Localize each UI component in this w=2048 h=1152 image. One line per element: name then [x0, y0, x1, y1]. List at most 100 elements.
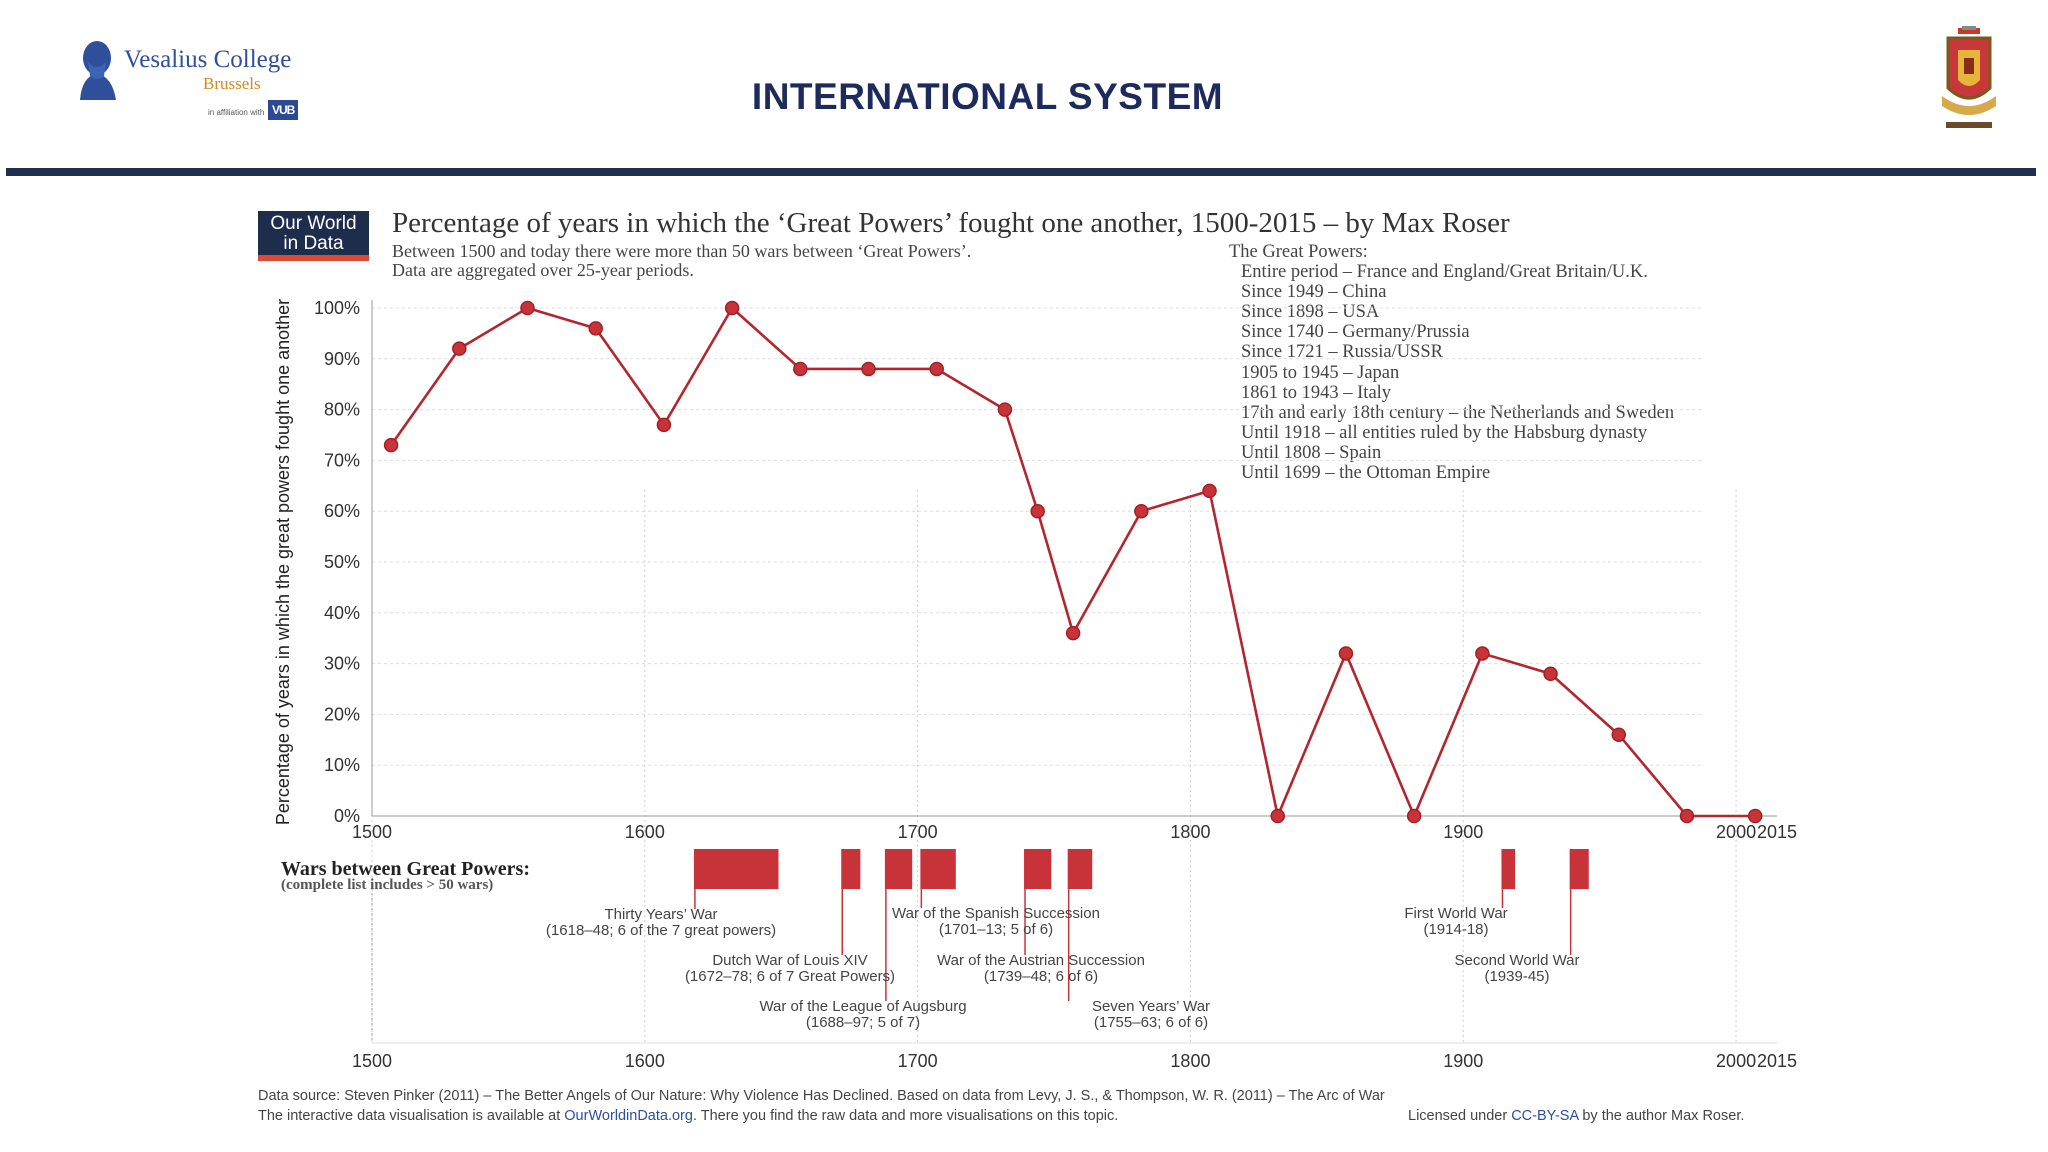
war-name: Seven Years’ War [1091, 998, 1211, 1015]
x-tick-label: 1500 [352, 822, 392, 842]
data-point [1679, 808, 1695, 824]
y-tick-label: 90% [324, 349, 360, 369]
data-point [656, 417, 672, 433]
data-point [1202, 483, 1217, 499]
war-label: Dutch War of Louis XIV (1672–78; 6 of 7 … [660, 953, 920, 985]
great-powers-item: Until 1808 – Spain [1241, 442, 1382, 463]
y-tick-label: 60% [324, 501, 360, 521]
great-powers-item: 1905 to 1945 – Japan [1241, 362, 1400, 383]
data-point [1475, 646, 1490, 661]
data-point [997, 402, 1013, 417]
vub-badge: VUB [268, 100, 299, 120]
y-tick-label: 0% [334, 806, 360, 826]
y-tick-label: 10% [324, 755, 360, 775]
x-tick-label-bottom: 1700 [898, 1051, 938, 1071]
y-tick-label: 40% [324, 603, 360, 623]
chart-subtitle: Between 1500 and today there were more t… [392, 242, 971, 280]
crest-icon [1942, 26, 1996, 128]
war-name: War of the Austrian Succession [937, 952, 1145, 969]
war-detail: (1914-18) [1423, 921, 1489, 938]
x-tick-label-bottom: 2015 [1757, 1051, 1797, 1071]
college-city: Brussels [203, 74, 261, 93]
war-bar [1024, 849, 1052, 889]
x-tick-label: 2015 [1757, 822, 1797, 842]
data-point [793, 361, 808, 377]
wars-heading: Wars between Great Powers: [281, 858, 531, 880]
war-detail: (1739–48; 6 of 6) [983, 968, 1099, 985]
war-detail: (1672–78; 6 of 7 Great Powers) [684, 968, 896, 985]
war-bar [841, 849, 861, 889]
great-powers-heading: The Great Powers: [1229, 242, 1368, 262]
footer-license-suffix: by the author Max Roser. [1578, 1108, 1745, 1124]
data-point [1747, 808, 1763, 824]
chart-subtitle-line: Data are aggregated over 25-year periods… [392, 260, 694, 280]
y-axis-label: Percentage of years in which the great p… [273, 299, 293, 825]
war-detail: (1755–63; 6 of 6) [1093, 1014, 1209, 1031]
slide-header: Vesalius College Brussels in affiliation… [0, 0, 2048, 180]
war-detail: (1688–97; 5 of 7) [805, 1014, 921, 1031]
footer-source: Data source: Steven Pinker (2011) – The … [258, 1088, 1385, 1104]
header-divider [6, 168, 2036, 176]
data-point [1611, 727, 1627, 742]
data-point [452, 341, 467, 356]
chart-subtitle-line: Between 1500 and today there were more t… [392, 241, 972, 261]
war-label: Second World War (1939-45) [1432, 953, 1602, 985]
owid-logo-line2: in Data [283, 233, 344, 254]
data-point [724, 300, 740, 316]
footer-interactive-prefix: The interactive data visualisation is av… [258, 1108, 565, 1124]
y-tick-label: 100% [314, 298, 360, 318]
x-tick-label: 1600 [625, 822, 665, 842]
x-tick-label-bottom: 2000 [1716, 1051, 1756, 1071]
great-powers-item: 1861 to 1943 – Italy [1241, 382, 1392, 403]
war-label: War of the League of Augsburg (1688–97; … [730, 999, 996, 1031]
footer-interactive: The interactive data visualisation is av… [258, 1108, 1118, 1124]
great-powers-item: Since 1949 – China [1241, 282, 1387, 303]
vesalius-college-logo: Vesalius College Brussels in affiliation… [72, 36, 312, 136]
war-label: First World War (1914-18) [1386, 906, 1526, 938]
war-name: Dutch War of Louis XIV [712, 952, 868, 969]
data-point [1338, 646, 1354, 661]
great-powers-item: Until 1918 – all entities ruled by the H… [1241, 422, 1648, 443]
war-detail: (1701–13; 5 of 6) [938, 921, 1054, 938]
owid-link[interactable]: OurWorldinData.org [564, 1108, 693, 1124]
x-tick-label-bottom: 1500 [352, 1051, 392, 1071]
x-tick-label: 1900 [1443, 822, 1483, 842]
war-bar [1501, 849, 1516, 889]
y-tick-label: 70% [324, 450, 360, 470]
wars-subheading: (complete list includes > 50 wars) [281, 877, 494, 893]
war-label: Seven Years’ War (1755–63; 6 of 6) [1066, 999, 1236, 1031]
y-tick-label: 80% [324, 400, 360, 420]
great-powers-item: Since 1740 – Germany/Prussia [1241, 322, 1470, 343]
x-tick-label-bottom: 1800 [1170, 1051, 1210, 1071]
war-bar [693, 849, 779, 889]
data-point [588, 321, 603, 336]
great-powers-item: Entire period – France and England/Great… [1241, 262, 1648, 283]
x-tick-label: 2000 [1716, 822, 1756, 842]
great-powers-legend: The Great Powers: Entire period – France… [1229, 242, 1674, 483]
owid-logo-stripe [258, 255, 369, 261]
data-point [1065, 625, 1081, 641]
owid-logo-line1: Our World [270, 213, 357, 234]
slide-title: INTERNATIONAL SYSTEM [751, 76, 1224, 117]
war-bar [1569, 849, 1589, 889]
data-point [1270, 808, 1285, 824]
data-point [520, 300, 535, 316]
war-label: War of the Spanish Succession (1701–13; … [866, 906, 1126, 938]
war-label: Thirty Years’ War (1618–48; 6 of the 7 g… [518, 907, 804, 939]
affiliation-text: in affiliation with [208, 108, 265, 117]
college-name: Vesalius College [124, 46, 292, 73]
war-label: War of the Austrian Succession (1739–48;… [914, 953, 1168, 985]
vesalius-bust-icon [80, 41, 116, 100]
great-powers-item: Since 1898 – USA [1241, 302, 1380, 323]
series-line [390, 306, 1756, 818]
owid-logo: Our World in Data [258, 211, 369, 261]
y-tick-label: 30% [324, 654, 360, 674]
great-powers-item: 17th and early 18th century – the Nether… [1241, 402, 1675, 423]
war-name: War of the Spanish Succession [892, 905, 1100, 922]
x-tick-label: 1800 [1170, 822, 1210, 842]
data-point [861, 361, 876, 377]
footer-license-prefix: Licensed under [1408, 1108, 1512, 1124]
license-link[interactable]: CC-BY-SA [1511, 1108, 1579, 1124]
y-tick-label: 50% [324, 552, 360, 572]
